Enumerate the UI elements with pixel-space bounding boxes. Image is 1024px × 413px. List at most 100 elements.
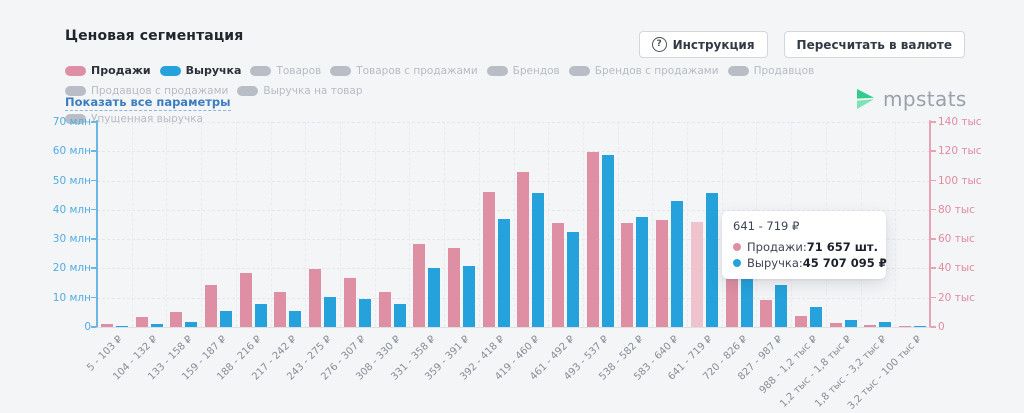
legend-chip-icon — [159, 65, 181, 76]
sales-bar[interactable] — [413, 244, 426, 327]
revenue-bar[interactable] — [324, 297, 337, 327]
sales-bar[interactable] — [274, 292, 287, 327]
revenue-bar[interactable] — [393, 304, 406, 327]
legend-chip-icon — [486, 65, 508, 76]
legend-chip-icon — [65, 86, 86, 96]
chart-legend: Продажи Выручка Товаров Товаров с продажами… — [65, 64, 945, 125]
gridline-vertical — [270, 122, 272, 327]
sales-bar[interactable] — [725, 276, 738, 327]
revenue-bar[interactable] — [358, 299, 371, 327]
sales-bar[interactable] — [309, 269, 322, 327]
legend-item-label: Продавцов с продажами — [91, 85, 229, 97]
gridline-vertical — [478, 122, 480, 327]
gridline-vertical — [409, 122, 411, 327]
revenue-bar[interactable] — [428, 268, 441, 327]
revenue-bar[interactable] — [567, 232, 580, 327]
legend-item-label: Продавцов — [753, 64, 815, 77]
tooltip-title: 641 - 719 ₽ — [733, 219, 800, 233]
sales-bar[interactable] — [656, 220, 669, 327]
sales-bar[interactable] — [552, 222, 565, 327]
y-axis-label-right: 140 тыс — [938, 116, 982, 128]
recalculate-currency-button[interactable]: Пересчитать в валюте — [783, 31, 965, 58]
revenue-bar[interactable] — [532, 193, 545, 327]
revenue-bar[interactable] — [254, 303, 267, 327]
y-axis-label-left: 10 млн — [52, 291, 91, 304]
gridline-vertical — [582, 122, 584, 327]
gridline-vertical — [617, 122, 619, 327]
y-axis-label-right: 120 тыс — [938, 145, 982, 158]
sales-bar[interactable] — [829, 323, 842, 327]
legend-chip-icon — [65, 114, 86, 124]
tooltip-row-sales: Продажи: 71 657 шт. — [733, 239, 878, 255]
revenue-bar[interactable] — [289, 310, 302, 327]
revenue-bar[interactable] — [115, 325, 128, 327]
sales-bar[interactable] — [899, 326, 912, 328]
revenue-bar[interactable] — [219, 311, 232, 327]
revenue-bar[interactable] — [914, 325, 927, 327]
show-all-parameters-link[interactable]: Показать все параметры — [65, 95, 231, 111]
revenue-bar[interactable] — [150, 324, 163, 327]
y-axis-label-right: 100 тыс — [938, 174, 982, 187]
legend-item[interactable]: Продавцов с продажами — [65, 85, 228, 97]
left-axis-tick — [91, 150, 96, 152]
revenue-bar[interactable] — [636, 216, 649, 327]
sales-bar[interactable] — [343, 278, 356, 327]
revenue-bar[interactable] — [462, 265, 475, 327]
sales-bar[interactable] — [170, 312, 183, 327]
legend-item[interactable]: Брендов с продажами — [568, 64, 719, 77]
sales-bar[interactable] — [378, 291, 391, 327]
revenue-bar[interactable] — [601, 155, 614, 327]
sales-bar[interactable] — [621, 223, 634, 327]
instruction-button[interactable]: ? Инструкция — [638, 31, 768, 58]
sales-bar[interactable] — [482, 192, 495, 327]
right-axis-tick — [931, 208, 936, 211]
revenue-bar[interactable] — [879, 321, 892, 327]
x-axis-line — [97, 327, 930, 328]
legend-item[interactable]: Брендов — [486, 65, 560, 77]
legend-chip-icon — [65, 65, 86, 76]
legend-item-label: Выручка на товар — [263, 85, 363, 97]
legend-item[interactable]: Товаров — [250, 65, 321, 77]
sales-bar[interactable] — [100, 323, 113, 327]
legend-item[interactable]: Продажи — [65, 64, 151, 77]
legend-item-label: Брендов с продажами — [594, 64, 719, 77]
legend-item[interactable]: Продавцов — [727, 64, 815, 77]
sales-bar[interactable] — [135, 316, 148, 327]
legend-item[interactable]: Товаров с продажами — [330, 65, 478, 77]
legend-item[interactable]: Выручка — [159, 64, 241, 77]
revenue-bar[interactable] — [705, 193, 718, 327]
legend-chip-icon — [330, 65, 352, 76]
revenue-bar[interactable] — [185, 322, 198, 327]
revenue-dot-icon — [733, 259, 741, 267]
revenue-bar[interactable] — [671, 201, 684, 327]
sales-bar[interactable] — [760, 300, 773, 327]
sales-bar[interactable] — [517, 171, 530, 327]
right-axis-line — [929, 120, 931, 328]
sales-bar[interactable] — [239, 273, 252, 327]
chart-tooltip: 641 - 719 ₽ Продажи: 71 657 шт. Выручка:… — [722, 211, 887, 279]
right-axis-tick — [931, 179, 936, 182]
sales-bar[interactable] — [795, 315, 808, 327]
left-axis-tick — [91, 179, 96, 182]
gridline-vertical — [166, 122, 168, 327]
revenue-bar[interactable] — [844, 320, 857, 327]
sales-bar[interactable] — [690, 222, 703, 327]
revenue-bar[interactable] — [810, 306, 823, 327]
y-axis-label-left: 60 млн — [52, 145, 91, 158]
sales-bar[interactable] — [586, 152, 599, 327]
sales-bar[interactable] — [447, 247, 460, 327]
revenue-bar[interactable] — [497, 218, 510, 327]
sales-bar[interactable] — [864, 325, 877, 327]
header-buttons: ? Инструкция Пересчитать в валюте — [638, 31, 965, 58]
y-axis-label-right: 40 тыс — [938, 262, 975, 275]
left-axis-tick — [91, 326, 96, 328]
left-axis-tick — [91, 267, 96, 269]
legend-item[interactable]: Выручка на товар — [237, 85, 363, 97]
sales-bar[interactable] — [204, 284, 217, 327]
revenue-bar[interactable] — [740, 273, 753, 327]
gridline-vertical — [548, 122, 550, 327]
revenue-bar[interactable] — [775, 285, 788, 327]
y-axis-label-right: 0 — [938, 321, 945, 333]
gridline-vertical — [339, 122, 341, 327]
